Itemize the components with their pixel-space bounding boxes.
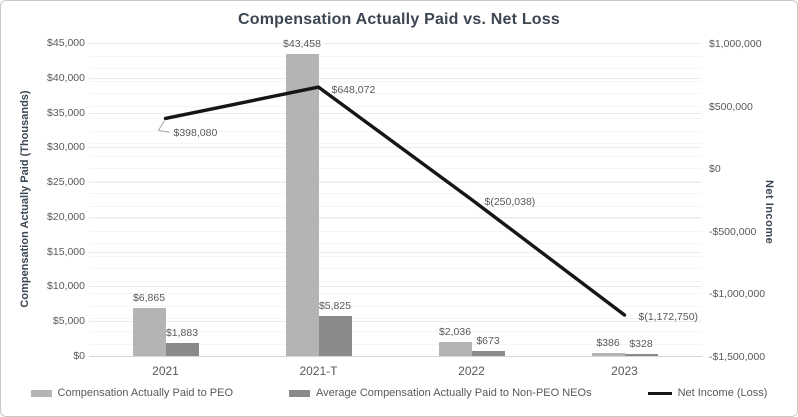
bar-data-label: $328 (629, 337, 653, 350)
minor-gridline (89, 255, 701, 257)
minor-gridline (89, 218, 701, 220)
minor-gridline (89, 118, 701, 120)
x-axis-category-label: 2021-T (299, 364, 338, 378)
major-gridline (89, 251, 701, 253)
y-axis-tick-label-left: $25,000 (47, 176, 85, 189)
right-axis-title: Net Income (763, 179, 775, 245)
bar-data-label: $1,883 (165, 326, 199, 339)
major-gridline (89, 216, 701, 218)
bar-peo (132, 308, 166, 356)
y-axis-tick-label-left: $20,000 (47, 210, 85, 223)
legend-item: Net Income (Loss) (647, 387, 768, 399)
bar-data-label: $673 (476, 335, 500, 348)
minor-gridline (89, 93, 701, 95)
minor-gridline (89, 305, 701, 307)
minor-gridline (89, 105, 701, 107)
bar-data-label: $43,458 (283, 37, 321, 50)
major-gridline (89, 286, 701, 288)
y-axis-tick-label-right: $0 (709, 163, 721, 176)
minor-gridline (89, 68, 701, 69)
net-income-line (163, 85, 627, 317)
minor-gridline (89, 243, 701, 245)
x-axis-category-label: 2021 (152, 364, 179, 378)
bar-peo (591, 353, 625, 356)
y-axis-tick-label-right: $1,000,000 (709, 38, 762, 50)
x-axis-category-label: 2022 (458, 364, 485, 378)
bar-data-label: $2,036 (438, 325, 472, 338)
minor-gridline (89, 280, 701, 282)
net-income-data-label: $648,072 (331, 84, 376, 97)
bar-non-peo (165, 342, 199, 356)
bar-non-peo (624, 353, 658, 356)
legend-item: Average Compensation Actually Paid to No… (289, 387, 592, 399)
y-axis-tick-label-left: $45,000 (47, 37, 85, 49)
minor-gridline (89, 343, 701, 345)
y-axis-tick-label-left: $15,000 (47, 245, 85, 258)
x-axis-category-label: 2023 (611, 364, 638, 378)
y-axis-tick-label-left: $10,000 (47, 280, 85, 293)
minor-gridline (89, 331, 701, 332)
minor-gridline (89, 318, 701, 320)
net-income-data-label: $(250,038) (484, 195, 536, 208)
minor-gridline (89, 180, 701, 182)
chart-title: Compensation Actually Paid vs. Net Loss (238, 11, 560, 28)
legend-label: Net Income (Loss) (677, 387, 768, 399)
bar-non-peo (471, 351, 505, 356)
label-leader-line (157, 120, 170, 133)
major-gridline (89, 43, 701, 44)
legend-line-swatch-icon (647, 391, 672, 395)
chart-legend: Compensation Actually Paid to PEO Average… (1, 387, 797, 399)
major-gridline (89, 321, 701, 323)
bar-peo (285, 53, 319, 356)
legend-bar-swatch-icon (289, 389, 311, 397)
major-gridline (89, 147, 701, 149)
legend-bar-swatch-icon (30, 389, 52, 397)
minor-gridline (89, 155, 701, 157)
legend-label: Average Compensation Actually Paid to No… (316, 387, 592, 399)
y-axis-tick-label-left: $40,000 (47, 71, 85, 84)
major-gridline (89, 77, 701, 79)
minor-gridline (89, 55, 701, 57)
bar-peo (438, 341, 472, 356)
left-axis-title: Compensation Actually Paid (Thousands) (19, 90, 31, 308)
minor-gridline (89, 293, 701, 295)
net-income-line-layer (157, 85, 627, 317)
y-axis-tick-label-left: $5,000 (52, 315, 85, 328)
y-axis-tick-label-right: -$500,000 (709, 225, 757, 238)
bar-data-label: $5,825 (318, 299, 352, 312)
major-gridline (89, 112, 701, 114)
net-income-data-label: $(1,172,750) (638, 311, 699, 323)
legend-label: Compensation Actually Paid to PEO (57, 387, 234, 399)
bar-data-label: $386 (596, 337, 620, 350)
y-axis-tick-label-right: -$1,500,000 (709, 351, 766, 363)
y-axis-tick-label-right: $500,000 (709, 100, 753, 113)
bar-non-peo (318, 315, 352, 356)
minor-gridline (89, 80, 701, 82)
minor-gridline (89, 168, 701, 170)
minor-gridline (89, 268, 701, 270)
minor-gridline (89, 193, 701, 195)
minor-gridline (89, 230, 701, 232)
y-axis-tick-label-right: -$1,000,000 (709, 288, 766, 301)
legend-item: Compensation Actually Paid to PEO (30, 387, 234, 399)
y-axis-tick-label-left: $35,000 (47, 106, 85, 119)
net-income-data-label: $398,080 (173, 127, 218, 140)
bar-data-label: $6,865 (132, 292, 166, 305)
y-axis-tick-label-left: $0 (73, 350, 85, 362)
minor-gridline (89, 130, 701, 132)
x-axis-line (89, 356, 702, 357)
y-axis-tick-label-left: $30,000 (47, 141, 85, 154)
minor-gridline (89, 205, 701, 207)
major-gridline (89, 182, 701, 184)
